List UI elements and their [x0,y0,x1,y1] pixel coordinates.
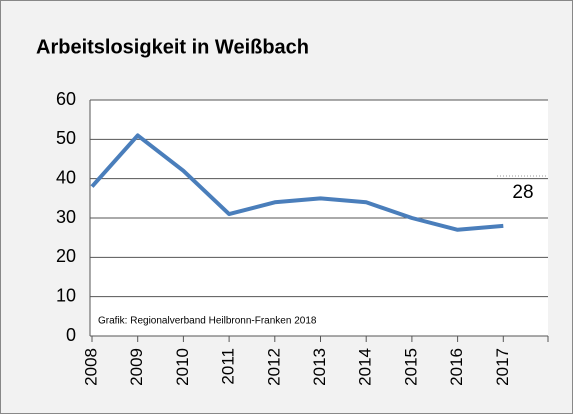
x-tick-label: 2011 [219,348,238,385]
x-tick-label: 2014 [356,348,375,386]
data-line [90,133,504,232]
x-tick-label: 2010 [173,348,192,386]
x-tick-label: 2013 [310,348,329,386]
y-tick-label: 60 [56,89,76,109]
y-tick-label: 10 [56,285,76,305]
x-tick-label: 2008 [81,348,100,386]
y-tick-label: 30 [56,207,76,227]
x-tick-label: 2016 [447,348,466,386]
y-tick-label: 0 [66,325,76,345]
x-tick-label: 2017 [493,348,512,386]
data-label: 28 [512,182,533,203]
x-tick-label: 2012 [264,348,283,386]
y-tick-label: 50 [56,128,76,148]
x-tick-label: 2015 [401,348,420,386]
y-tick-label: 40 [56,167,76,187]
y-tick-label: 20 [56,246,76,266]
note: Grafik: Regionalverband Heilbronn-Franke… [98,316,317,327]
chart-title: Arbeitslosigkeit in Weißbach [36,36,309,58]
x-tick-label: 2009 [127,348,146,386]
